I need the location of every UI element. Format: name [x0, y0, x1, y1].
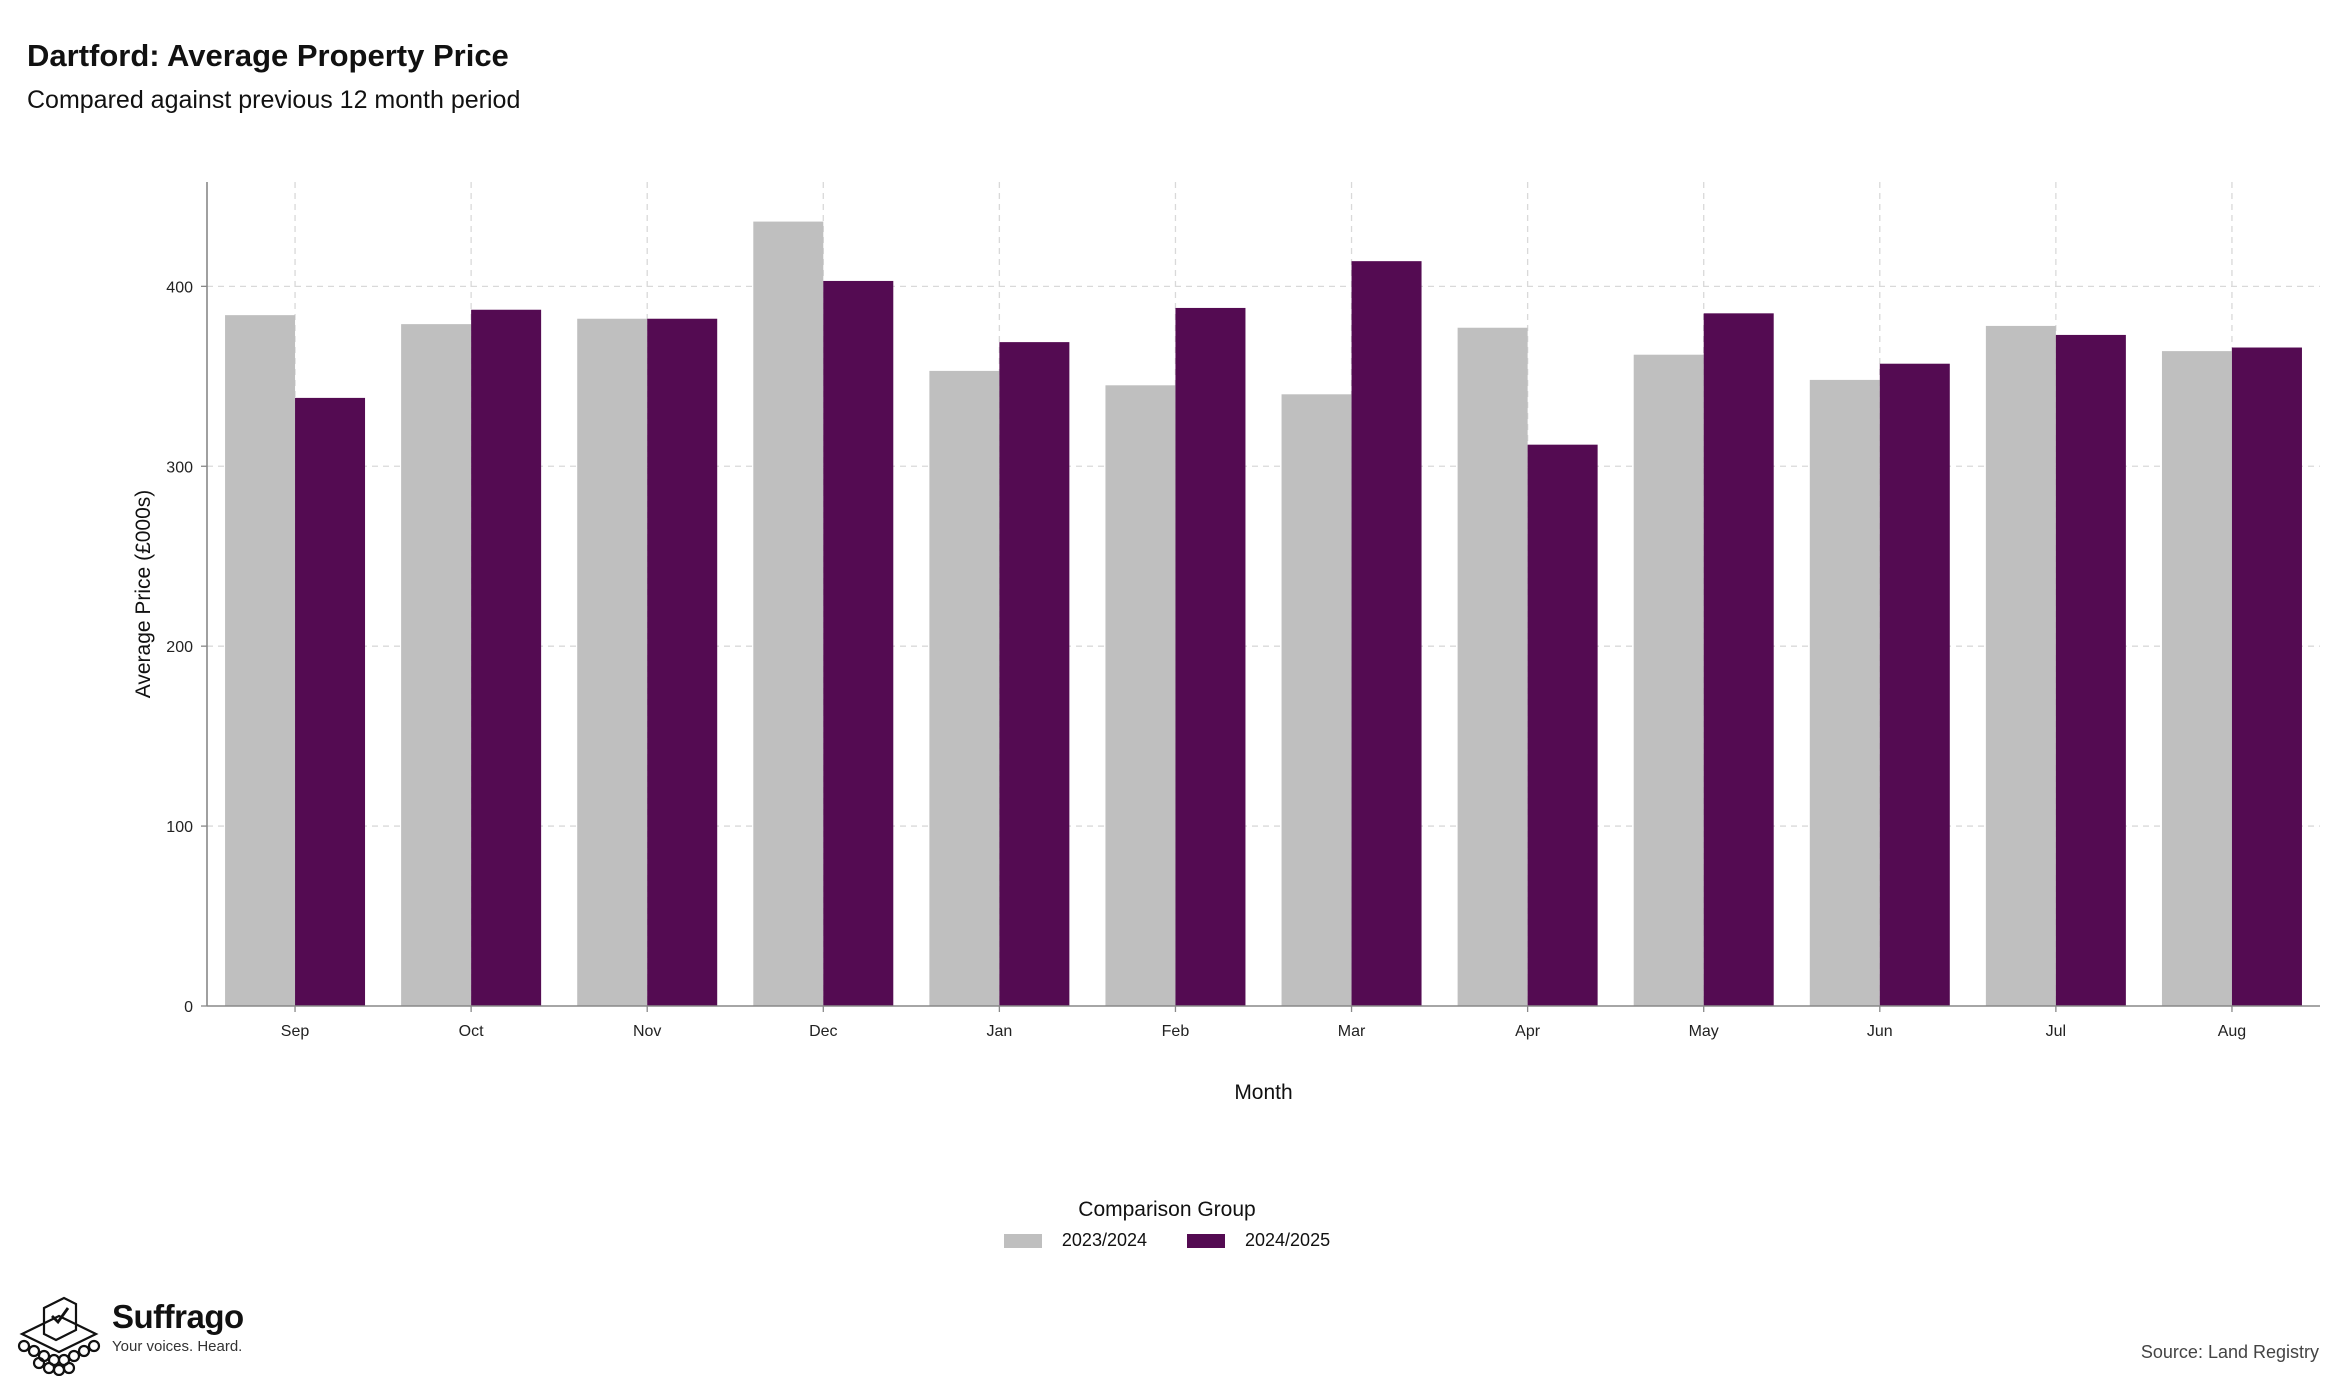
- legend-swatch: [1003, 1233, 1042, 1248]
- x-tick-label: Nov: [633, 1023, 661, 1040]
- x-tick-label: Sep: [281, 1023, 310, 1040]
- legend-label: 2024/2025: [1245, 1230, 1331, 1250]
- x-tick-label: May: [1689, 1023, 1719, 1040]
- legend-item-2024-2025: 2024/2025: [1187, 1230, 1330, 1251]
- x-tick-labels: Sep Oct Nov Dec Jan Feb Mar Apr May Jun Jul Aug: [281, 1023, 2246, 1040]
- bar-2024-2025-oct: [471, 309, 542, 1006]
- bar-2024-2025-jul: [2055, 334, 2126, 1006]
- x-tick-label: Jul: [2046, 1023, 2066, 1040]
- bar-2024-2025-aug: [2231, 347, 2302, 1006]
- y-tick-labels: 0 100 200 300 400: [166, 279, 193, 1016]
- bar-2023-2024-oct: [401, 324, 472, 1007]
- x-tick-label: Aug: [2218, 1023, 2246, 1040]
- legend-swatch: [1187, 1233, 1225, 1248]
- y-axis-title: Average Price (£000s): [132, 490, 155, 699]
- x-tick-label: Jun: [1867, 1023, 1893, 1040]
- x-tick-label: Jan: [986, 1023, 1012, 1040]
- bars: [225, 221, 2302, 1007]
- bar-2024-2025-apr: [1527, 444, 1598, 1006]
- bar-2024-2025-dec: [823, 280, 894, 1006]
- bar-2023-2024-sep: [225, 315, 296, 1006]
- ballot-box-icon: [17, 1296, 101, 1376]
- y-tick-label: 200: [166, 639, 193, 656]
- bar-2023-2024-jul: [1985, 325, 2056, 1006]
- bar-2024-2025-sep: [295, 397, 366, 1006]
- source-note: Source: Land Registry: [2140, 1342, 2319, 1362]
- y-tick-label: 400: [166, 279, 193, 296]
- bar-2024-2025-feb: [1175, 307, 1246, 1007]
- legend-label: 2023/2024: [1061, 1230, 1147, 1250]
- chart-subtitle: Compared against previous 12 month perio…: [27, 86, 521, 114]
- suffrago-logo: Suffrago Your voices. Heard.: [14, 1294, 244, 1376]
- x-tick-label: Mar: [1338, 1023, 1366, 1040]
- brand-name: Suffrago: [112, 1298, 244, 1335]
- axes: [201, 182, 2320, 1012]
- chart-title: Dartford: Average Property Price: [27, 38, 509, 73]
- legend: Comparison Group 2023/2024 2024/2025: [0, 1198, 2334, 1253]
- bar-2023-2024-jun: [1809, 379, 1880, 1006]
- x-tick-label: Dec: [809, 1023, 837, 1040]
- bar-2024-2025-may: [1703, 313, 1774, 1006]
- bar-chart: 0 100 200 300 400 Sep Oct Nov Dec Jan Feb Mar Apr Ma…: [132, 182, 2320, 1104]
- bar-2023-2024-dec: [753, 221, 824, 1006]
- bar-2023-2024-feb: [1105, 385, 1176, 1007]
- x-tick-label: Feb: [1162, 1023, 1190, 1040]
- bar-2023-2024-mar: [1281, 394, 1352, 1006]
- bar-2024-2025-jan: [999, 342, 1070, 1006]
- bar-2023-2024-jan: [929, 370, 1000, 1006]
- bar-2023-2024-may: [1633, 354, 1704, 1006]
- bar-2024-2025-nov: [647, 318, 718, 1006]
- legend-item-2023-2024: 2023/2024: [1003, 1230, 1147, 1251]
- bar-2024-2025-jun: [1879, 363, 1950, 1006]
- y-tick-label: 300: [166, 459, 193, 476]
- x-tick-label: Apr: [1515, 1023, 1541, 1040]
- brand-tagline: Your voices. Heard.: [112, 1338, 243, 1355]
- y-tick-label: 0: [184, 999, 193, 1016]
- x-axis-title: Month: [1234, 1081, 1292, 1104]
- bar-2023-2024-nov: [577, 318, 648, 1006]
- bar-2024-2025-mar: [1351, 261, 1422, 1006]
- legend-title: Comparison Group: [1078, 1198, 1256, 1221]
- bar-2023-2024-aug: [2161, 351, 2232, 1006]
- y-tick-label: 100: [166, 819, 193, 836]
- bar-2023-2024-apr: [1457, 327, 1528, 1006]
- x-tick-label: Oct: [459, 1023, 484, 1040]
